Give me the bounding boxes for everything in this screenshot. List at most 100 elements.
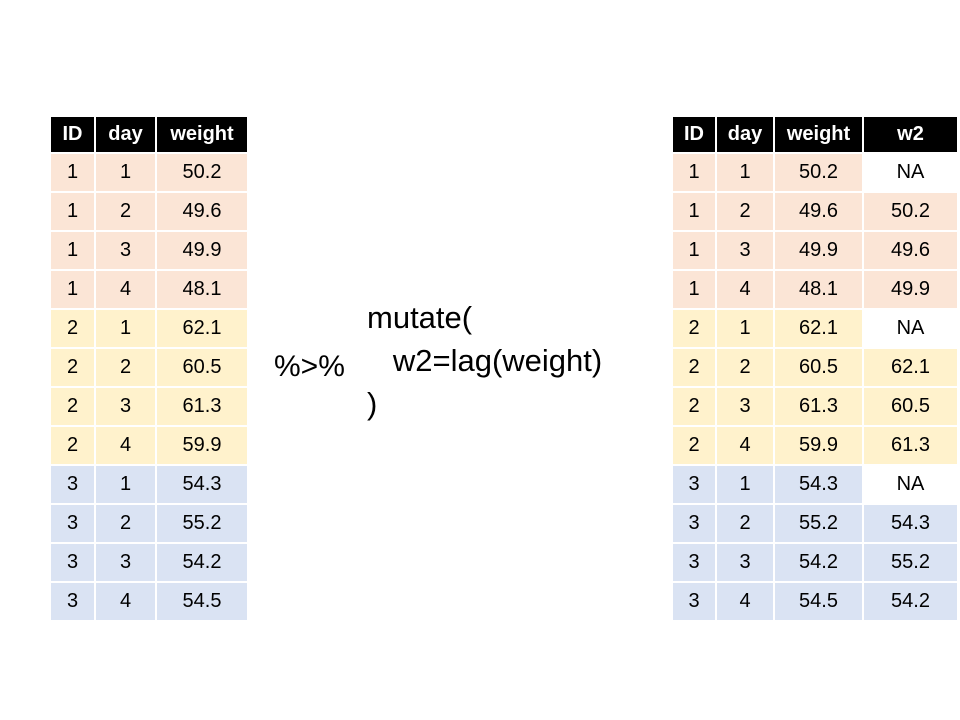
table-cell: 2 — [671, 308, 717, 349]
table-cell: 2 — [94, 347, 157, 388]
table-row: 3 4 54.5 54.2 — [671, 581, 959, 622]
table-cell: 1 — [49, 230, 96, 271]
pipe-operator: %>% — [274, 350, 345, 383]
table-cell: 1 — [94, 152, 157, 193]
header-weight: weight — [773, 115, 864, 154]
table-cell: 50.2 — [773, 152, 864, 193]
table-cell: 4 — [715, 425, 775, 466]
table-cell: 2 — [671, 347, 717, 388]
table-cell: 3 — [715, 230, 775, 271]
table-row: 2 3 61.3 60.5 — [671, 386, 959, 427]
table-cell: 1 — [715, 152, 775, 193]
table-cell: 2 — [715, 503, 775, 544]
table-cell: 49.9 — [773, 230, 864, 271]
header-id: ID — [49, 115, 96, 154]
table-cell: 3 — [671, 503, 717, 544]
table-cell: 4 — [715, 581, 775, 622]
table-cell: 3 — [49, 464, 96, 505]
code-line: mutate( — [367, 300, 473, 335]
table-cell: 62.1 — [862, 347, 959, 388]
table-row: 3 3 54.2 — [49, 542, 249, 583]
table-cell: 54.3 — [155, 464, 249, 505]
table-cell: 3 — [671, 542, 717, 583]
table-row: 1 3 49.9 — [49, 230, 249, 271]
table-cell: 1 — [715, 464, 775, 505]
table-cell: 2 — [94, 503, 157, 544]
header-day: day — [715, 115, 775, 154]
table-cell: 50.2 — [862, 191, 959, 232]
table-cell: 54.2 — [773, 542, 864, 583]
table-cell: 2 — [49, 308, 96, 349]
table-row: 2 4 59.9 61.3 — [671, 425, 959, 466]
table-cell: 1 — [94, 464, 157, 505]
table-row: 1 1 50.2 NA — [671, 152, 959, 193]
table-cell: 2 — [671, 425, 717, 466]
table-row: 3 2 55.2 54.3 — [671, 503, 959, 544]
input-table: ID day weight 1 1 50.2 1 2 49.6 1 3 49.9 1 4 48.1 2 1… — [49, 115, 249, 622]
table-cell: 3 — [94, 230, 157, 271]
table-cell: 55.2 — [773, 503, 864, 544]
table-row: 1 3 49.9 49.6 — [671, 230, 959, 271]
header-weight: weight — [155, 115, 249, 154]
table-row: 2 1 62.1 NA — [671, 308, 959, 349]
table-cell: 54.2 — [155, 542, 249, 583]
table-cell: 59.9 — [773, 425, 864, 466]
table-cell: 4 — [94, 425, 157, 466]
table-cell: 1 — [671, 191, 717, 232]
table-cell: 3 — [715, 386, 775, 427]
table-cell: 59.9 — [155, 425, 249, 466]
table-row: 3 2 55.2 — [49, 503, 249, 544]
table-cell: 50.2 — [155, 152, 249, 193]
table-cell: 61.3 — [773, 386, 864, 427]
table-row: 3 4 54.5 — [49, 581, 249, 622]
header-id: ID — [671, 115, 717, 154]
table-cell: 1 — [94, 308, 157, 349]
table-cell: 3 — [94, 386, 157, 427]
output-table: ID day weight w2 1 1 50.2 NA 1 2 49.6 50.2 1 3 49.… — [671, 115, 959, 622]
table-cell: 4 — [94, 269, 157, 310]
table-cell: 3 — [49, 503, 96, 544]
table-cell: 61.3 — [155, 386, 249, 427]
table-cell: 2 — [671, 386, 717, 427]
table-cell: 2 — [94, 191, 157, 232]
table-cell: 3 — [94, 542, 157, 583]
table-cell: 49.6 — [862, 230, 959, 271]
table-row: 2 2 60.5 — [49, 347, 249, 388]
table-cell: 2 — [49, 347, 96, 388]
table-cell: 55.2 — [155, 503, 249, 544]
table-cell: 48.1 — [155, 269, 249, 310]
code-line: ) — [367, 386, 378, 421]
table-row: 1 2 49.6 50.2 — [671, 191, 959, 232]
table-cell: 62.1 — [773, 308, 864, 349]
table-cell: 49.6 — [155, 191, 249, 232]
table-cell: 54.5 — [155, 581, 249, 622]
table-cell: 1 — [671, 230, 717, 271]
table-cell: 3 — [671, 581, 717, 622]
table-cell: NA — [862, 464, 959, 505]
table-row: 2 2 60.5 62.1 — [671, 347, 959, 388]
table-cell: 60.5 — [773, 347, 864, 388]
table-cell: 55.2 — [862, 542, 959, 583]
table-row: 1 1 50.2 — [49, 152, 249, 193]
table-cell: 60.5 — [155, 347, 249, 388]
table-cell: 54.5 — [773, 581, 864, 622]
code-line: w2=lag(weight) — [367, 343, 603, 378]
table-cell: 4 — [715, 269, 775, 310]
table-cell: 1 — [671, 152, 717, 193]
table-cell: 49.6 — [773, 191, 864, 232]
header-row: ID day weight w2 — [671, 115, 959, 154]
table-row: 3 1 54.3 — [49, 464, 249, 505]
table-cell: 49.9 — [155, 230, 249, 271]
table-row: 3 3 54.2 55.2 — [671, 542, 959, 583]
table-cell: 54.2 — [862, 581, 959, 622]
table-cell: 1 — [49, 269, 96, 310]
table-row: 3 1 54.3 NA — [671, 464, 959, 505]
table-cell: 60.5 — [862, 386, 959, 427]
table-cell: 2 — [715, 347, 775, 388]
table-cell: 2 — [715, 191, 775, 232]
table-row: 1 4 48.1 49.9 — [671, 269, 959, 310]
table-cell: 3 — [49, 581, 96, 622]
table-cell: 49.9 — [862, 269, 959, 310]
header-row: ID day weight — [49, 115, 249, 154]
header-day: day — [94, 115, 157, 154]
